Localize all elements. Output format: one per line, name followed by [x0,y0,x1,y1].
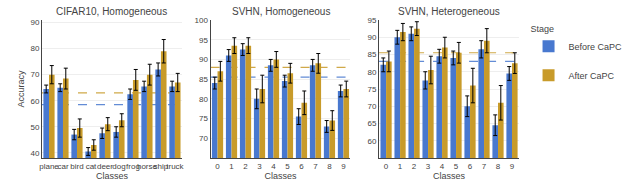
svg-text:80: 80 [30,44,39,53]
svg-text:After CaPC: After CaPC [569,71,615,81]
svg-text:95: 95 [199,36,208,45]
svg-text:Accuracy: Accuracy [16,70,26,108]
svg-text:100: 100 [195,16,209,25]
svg-text:75: 75 [368,85,377,94]
svg-text:90: 90 [368,33,377,42]
svg-text:70: 70 [368,102,377,111]
svg-text:80: 80 [368,68,377,77]
svg-text:6: 6 [299,162,304,171]
svg-text:car: car [57,162,68,171]
svg-text:9: 9 [510,162,515,171]
svg-text:Stage: Stage [531,24,555,34]
svg-text:85: 85 [368,50,377,59]
svg-text:cat: cat [86,162,97,171]
svg-text:50: 50 [30,123,39,132]
svg-text:Before CaPC: Before CaPC [569,42,623,52]
svg-text:1: 1 [229,162,234,171]
svg-text:8: 8 [496,162,501,171]
svg-text:70: 70 [199,134,208,143]
svg-text:1: 1 [398,162,403,171]
svg-text:dog: dog [112,162,125,171]
svg-text:0: 0 [384,162,389,171]
svg-text:8: 8 [327,162,332,171]
svg-text:7: 7 [482,162,487,171]
svg-text:65: 65 [368,119,377,128]
svg-text:bird: bird [70,162,83,171]
svg-text:truck: truck [166,162,184,171]
svg-text:5: 5 [454,162,459,171]
svg-text:2: 2 [243,162,248,171]
svg-text:3: 3 [426,162,431,171]
svg-text:deer: deer [97,162,113,171]
svg-text:70: 70 [30,70,39,79]
svg-text:CIFAR10, Homogeneous: CIFAR10, Homogeneous [56,6,167,17]
svg-text:Classes: Classes [433,171,466,181]
svg-text:95: 95 [368,16,377,25]
svg-text:4: 4 [440,162,445,171]
svg-text:60: 60 [368,137,377,146]
svg-text:80: 80 [199,95,208,104]
svg-text:Classes: Classes [264,171,297,181]
svg-text:SVHN, Heterogeneous: SVHN, Heterogeneous [398,6,500,17]
svg-text:40: 40 [30,149,39,158]
svg-text:9: 9 [341,162,346,171]
svg-text:ship: ship [154,162,169,171]
svg-text:plane: plane [39,162,59,171]
svg-text:6: 6 [468,162,473,171]
svg-text:4: 4 [271,162,276,171]
svg-text:Classes: Classes [96,171,129,181]
svg-text:5: 5 [285,162,290,171]
svg-text:7: 7 [313,162,318,171]
svg-text:2: 2 [412,162,417,171]
svg-text:90: 90 [199,55,208,64]
svg-text:60: 60 [30,97,39,106]
svg-text:3: 3 [257,162,262,171]
svg-text:75: 75 [199,114,208,123]
svg-text:90: 90 [30,18,39,27]
svg-text:0: 0 [215,162,220,171]
svg-text:frog: frog [126,162,140,171]
svg-text:SVHN, Homogeneous: SVHN, Homogeneous [232,6,330,17]
svg-text:85: 85 [199,75,208,84]
svg-text:horse: horse [137,162,158,171]
